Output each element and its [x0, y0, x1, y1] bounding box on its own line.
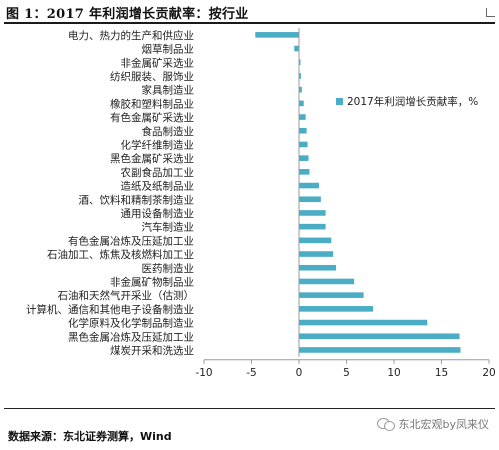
wechat-icon — [376, 417, 395, 431]
category-label: 煤炭开采和洗选业 — [110, 344, 194, 357]
bar — [299, 223, 326, 230]
category-label: 通用设备制造业 — [121, 207, 195, 220]
bar — [299, 169, 310, 175]
category-label: 造纸及纸制品业 — [121, 180, 195, 193]
bar — [299, 319, 428, 326]
bar — [299, 278, 355, 285]
source-note: 数据来源：东北证券测算，Wind — [8, 428, 172, 444]
source-text: 东北证券测算，Wind — [63, 430, 172, 443]
bar — [299, 306, 374, 312]
bar — [255, 32, 299, 38]
category-label: 有色金属矿采选业 — [110, 111, 194, 124]
category-label: 非金属矿物制品业 — [110, 275, 194, 288]
bar — [299, 333, 460, 340]
bar — [299, 292, 364, 298]
category-label: 有色金属冶炼及压延加工业 — [68, 234, 194, 247]
x-tick-label: 10 — [387, 367, 400, 379]
bar — [299, 251, 334, 257]
category-label: 黑色金属冶炼及压延加工业 — [68, 330, 194, 343]
category-label: 家具制造业 — [142, 84, 195, 97]
bar — [299, 59, 301, 66]
footer-rule — [4, 408, 495, 409]
category-label: 橡胶和塑料制品业 — [110, 97, 194, 110]
bar — [299, 100, 304, 107]
x-tick-label: -10 — [195, 367, 212, 379]
bar — [299, 264, 337, 271]
x-tick-label: 15 — [435, 367, 448, 379]
category-label: 化学纤维制造业 — [121, 138, 195, 151]
bar-chart: 电力、热力的生产和供应业烟草制品业非金属矿采选业纺织服装、服饰业家具制造业橡胶和… — [26, 28, 496, 379]
bar — [299, 347, 461, 353]
category-label: 酒、饮料和精制茶制造业 — [79, 193, 195, 206]
title-bar: 图 1：2017 年利润增长贡献率：按行业 — [4, 2, 495, 24]
category-label: 化学原料及化学制品制造业 — [68, 317, 194, 330]
figure-title: 图 1：2017 年利润增长贡献率：按行业 — [6, 7, 249, 22]
x-tick-label: 20 — [482, 367, 495, 379]
category-label: 石油加工、炼焦及核燃料加工业 — [47, 248, 194, 261]
x-tick-label: 5 — [343, 367, 350, 379]
bar — [299, 114, 306, 120]
category-label: 石油和天然气开采业（估测） — [58, 289, 195, 302]
bar — [299, 155, 309, 161]
category-label: 烟草制品业 — [142, 43, 195, 56]
bar — [299, 86, 302, 93]
bar — [299, 210, 326, 216]
category-label: 电力、热力的生产和供应业 — [68, 29, 194, 42]
category-label: 农副食品加工业 — [121, 166, 195, 179]
legend-label: 2017年利润增长贡献率，% — [347, 95, 478, 108]
bar — [294, 45, 299, 52]
category-label: 黑色金属矿采选业 — [110, 152, 194, 165]
bar — [299, 237, 332, 244]
category-label: 计算机、通信和其他电子设备制造业 — [26, 303, 194, 316]
source-label: 数据来源： — [8, 430, 63, 443]
watermark-text: 东北宏观by凤来仪 — [398, 418, 490, 431]
x-tick-label: -5 — [246, 367, 256, 379]
bar — [299, 182, 319, 189]
x-tick-label: 0 — [296, 367, 303, 379]
category-label: 食品制造业 — [142, 125, 195, 138]
bar — [299, 127, 307, 134]
category-label: 汽车制造业 — [142, 221, 195, 234]
title-end-mark — [486, 8, 495, 17]
category-label: 医药制造业 — [142, 262, 195, 275]
category-label: 非金属矿采选业 — [121, 56, 195, 69]
bar — [299, 73, 301, 79]
legend-swatch — [336, 98, 343, 105]
bar — [299, 141, 308, 148]
bar — [299, 196, 321, 203]
watermark: 东北宏观by凤来仪 — [376, 416, 490, 432]
category-label: 纺织服装、服饰业 — [110, 70, 194, 83]
